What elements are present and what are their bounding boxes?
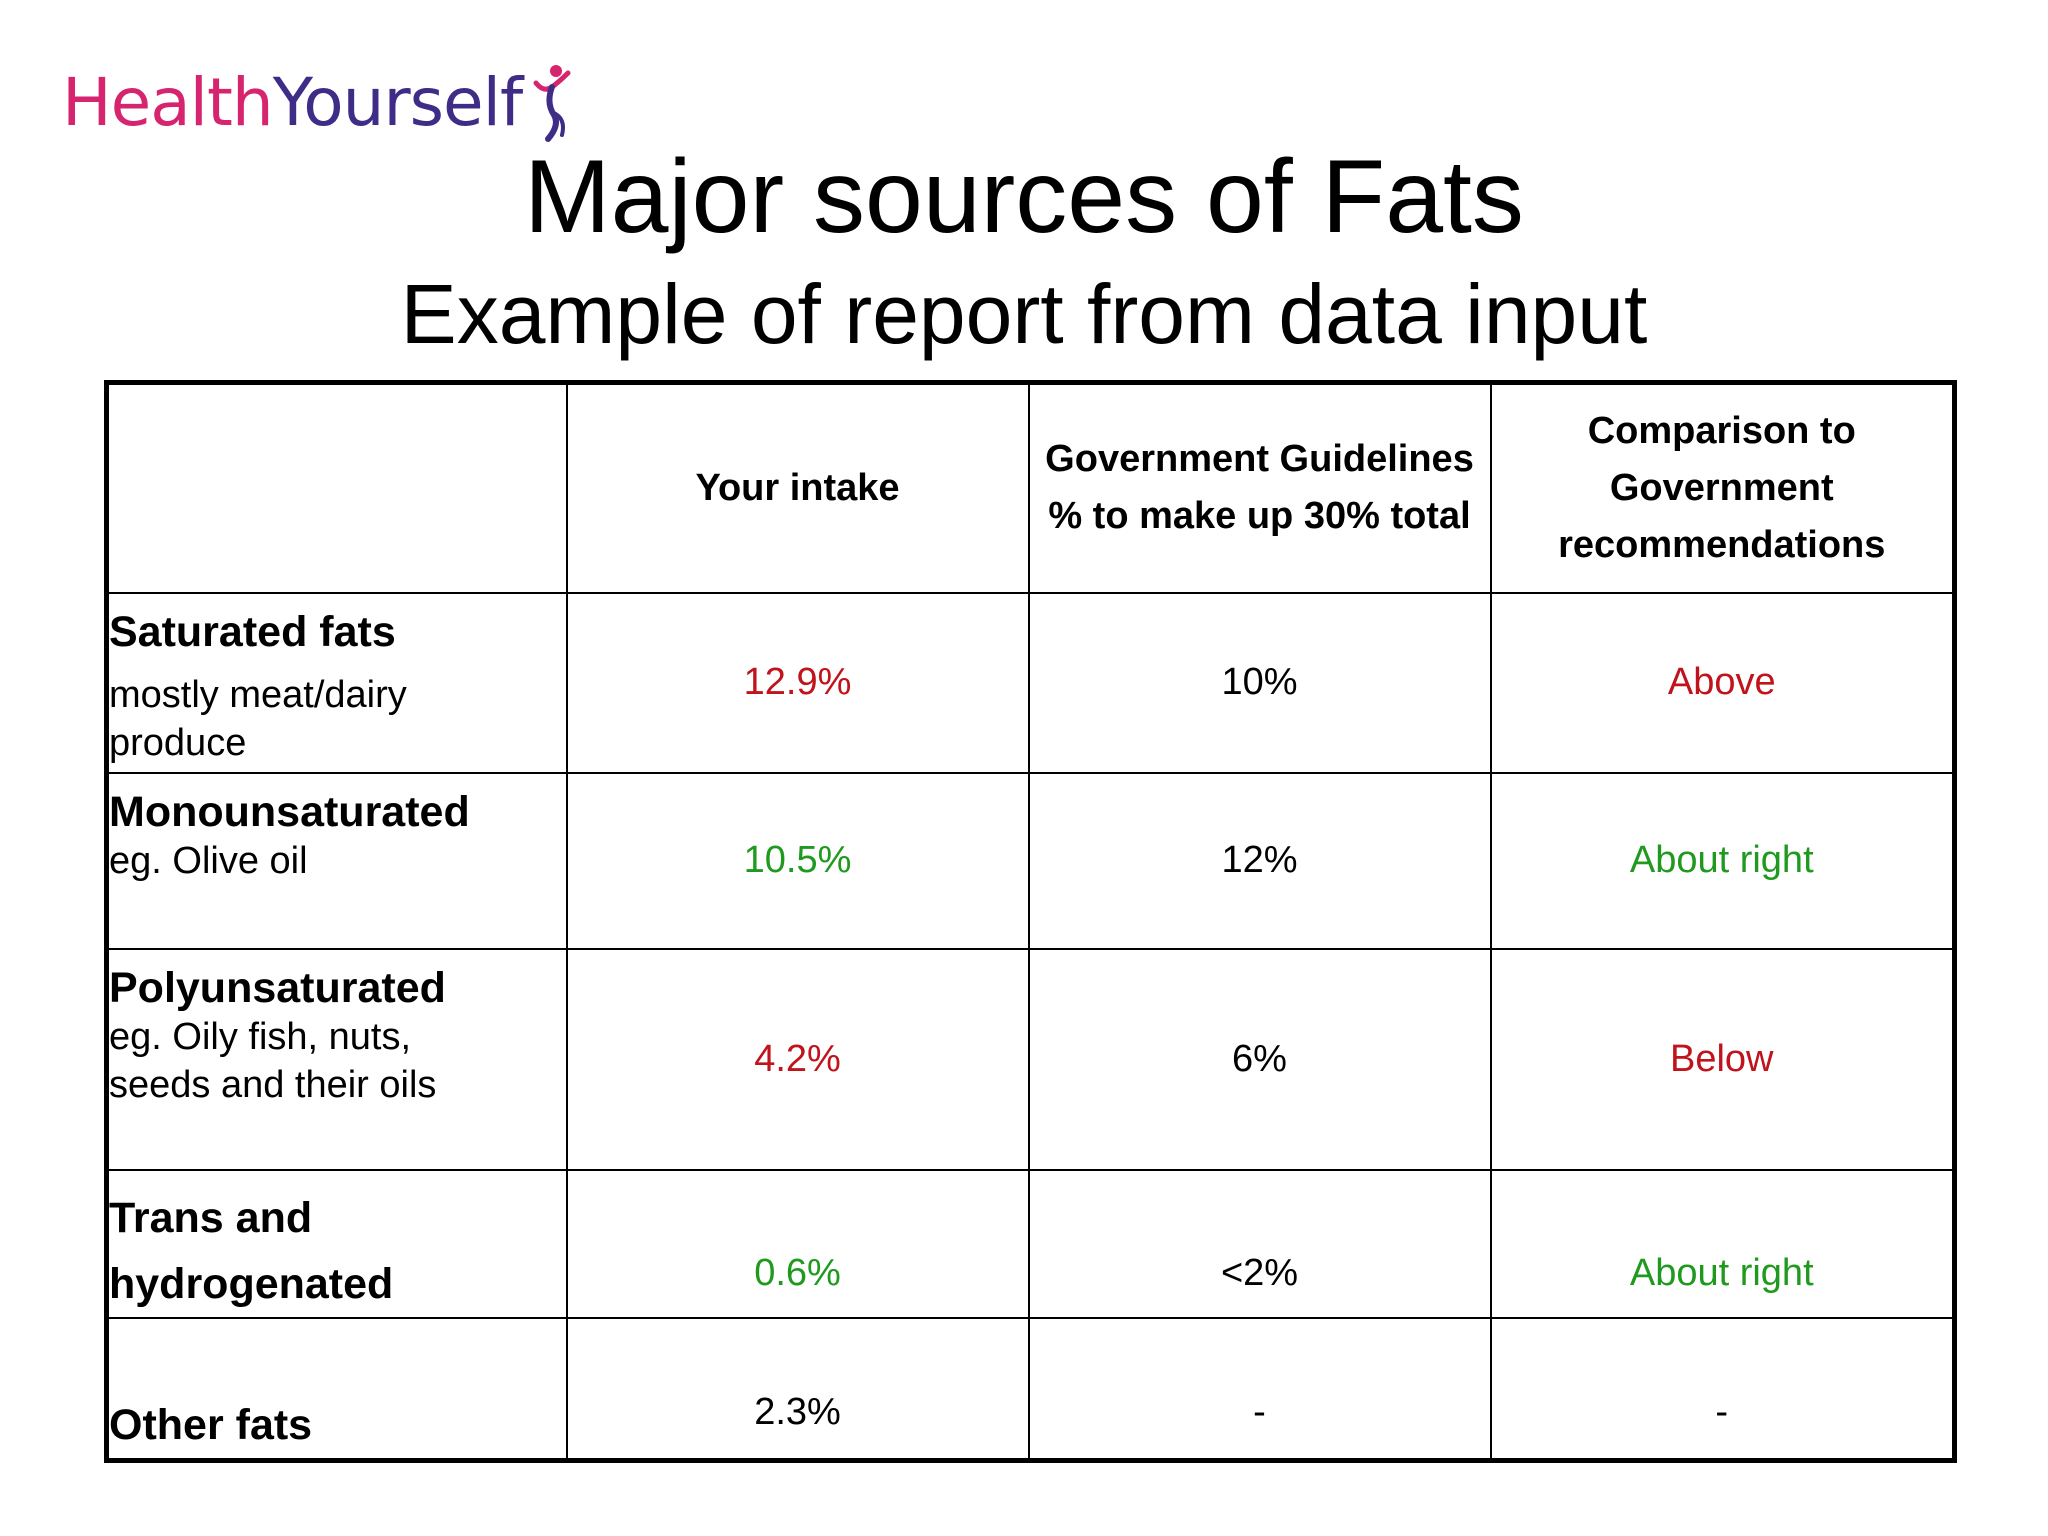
fat-type-name: Trans and hydrogenated [109, 1193, 394, 1308]
intake-value: 0.6% [565, 1168, 1030, 1319]
fat-type-name: Saturated fats [109, 607, 396, 656]
comparison-value: - [1489, 1316, 1956, 1462]
comparison-value: About right [1489, 771, 1956, 950]
fat-type-description: eg. Olive oil [109, 839, 308, 882]
intake-value: 12.9% [565, 591, 1030, 774]
logo-text-health: Health [62, 64, 274, 141]
fat-type-name: Other fats [109, 1401, 313, 1449]
table-row: Saturated fats mostly meat/dairy produce… [105, 591, 1956, 774]
intake-value: 2.3% [565, 1316, 1030, 1462]
guideline-value: 12% [1027, 771, 1492, 950]
table-row: Trans and hydrogenated 0.6% <2% About ri… [105, 1168, 1956, 1319]
person-figure-icon [533, 65, 571, 142]
logo-text-yourself: Yourself [272, 64, 523, 141]
intake-value: 10.5% [565, 771, 1030, 950]
comparison-value: Above [1489, 591, 1956, 774]
row-label: Polyunsaturated eg. Oily fish, nuts, see… [105, 947, 568, 1171]
intake-value: 4.2% [565, 947, 1030, 1171]
guideline-value: 10% [1027, 591, 1492, 774]
guideline-value: <2% [1027, 1168, 1492, 1319]
guideline-value: 6% [1027, 947, 1492, 1171]
row-label: Saturated fats mostly meat/dairy produce [105, 591, 568, 774]
row-label: Monounsaturated eg. Olive oil [105, 771, 568, 950]
header-comparison: Comparison to Government recommendations [1489, 381, 1956, 594]
page-title: Major sources of Fats [524, 139, 1524, 255]
page-subtitle: Example of report from data input [400, 267, 1648, 361]
table-row: Monounsaturated eg. Olive oil 10.5% 12% … [105, 771, 1956, 950]
comparison-value: About right [1489, 1168, 1956, 1319]
row-label: Other fats [105, 1316, 568, 1462]
comparison-value: Below [1489, 947, 1956, 1171]
fats-report-table: Your intake Government Guidelines % to m… [104, 380, 1957, 1463]
fat-type-name: Monounsaturated [109, 787, 470, 836]
fat-type-name: Polyunsaturated [109, 963, 446, 1012]
header-government-guidelines: Government Guidelines % to make up 30% t… [1027, 381, 1492, 594]
healthyourself-logo: Health Yourself [62, 58, 574, 148]
fat-type-description: mostly meat/dairy produce [109, 673, 407, 764]
table-row: Polyunsaturated eg. Oily fish, nuts, see… [105, 947, 1956, 1171]
table-row: Other fats 2.3% - - [105, 1316, 1956, 1462]
table-header-row: Your intake Government Guidelines % to m… [105, 381, 1956, 594]
header-empty [105, 381, 568, 594]
guideline-value: - [1027, 1316, 1492, 1462]
fat-type-description: eg. Oily fish, nuts, seeds and their oil… [109, 1015, 437, 1106]
row-label: Trans and hydrogenated [105, 1168, 568, 1319]
header-your-intake: Your intake [565, 381, 1030, 594]
